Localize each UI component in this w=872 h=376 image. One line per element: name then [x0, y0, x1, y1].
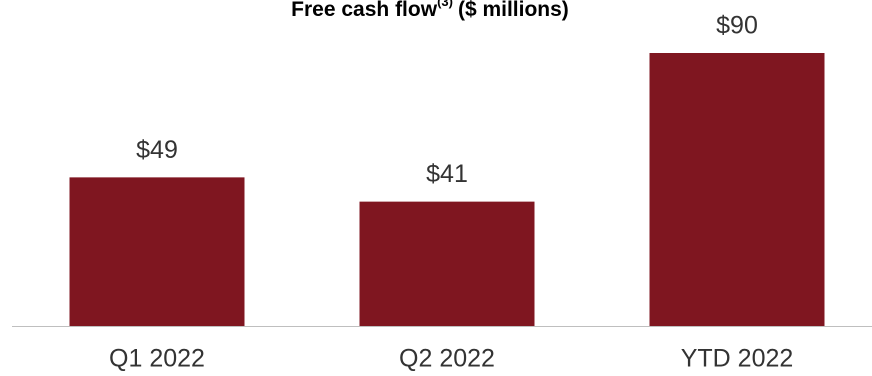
bar [359, 201, 535, 326]
chart-title-group: Free cash flow(3) ($ millions) [291, 0, 569, 21]
value-label: $49 [136, 136, 178, 164]
x-tick-label: Q2 2022 [399, 345, 495, 373]
bar [649, 53, 825, 326]
title-suffix: ($ millions) [458, 0, 569, 21]
chart-title: Free cash flow [291, 0, 438, 21]
value-label: $41 [426, 160, 468, 188]
x-tick-label: YTD 2022 [681, 345, 794, 373]
title-superscript: (3) [437, 0, 453, 9]
value-label: $90 [716, 12, 758, 40]
x-tick-label: Q1 2022 [109, 345, 205, 373]
bar [69, 177, 245, 326]
